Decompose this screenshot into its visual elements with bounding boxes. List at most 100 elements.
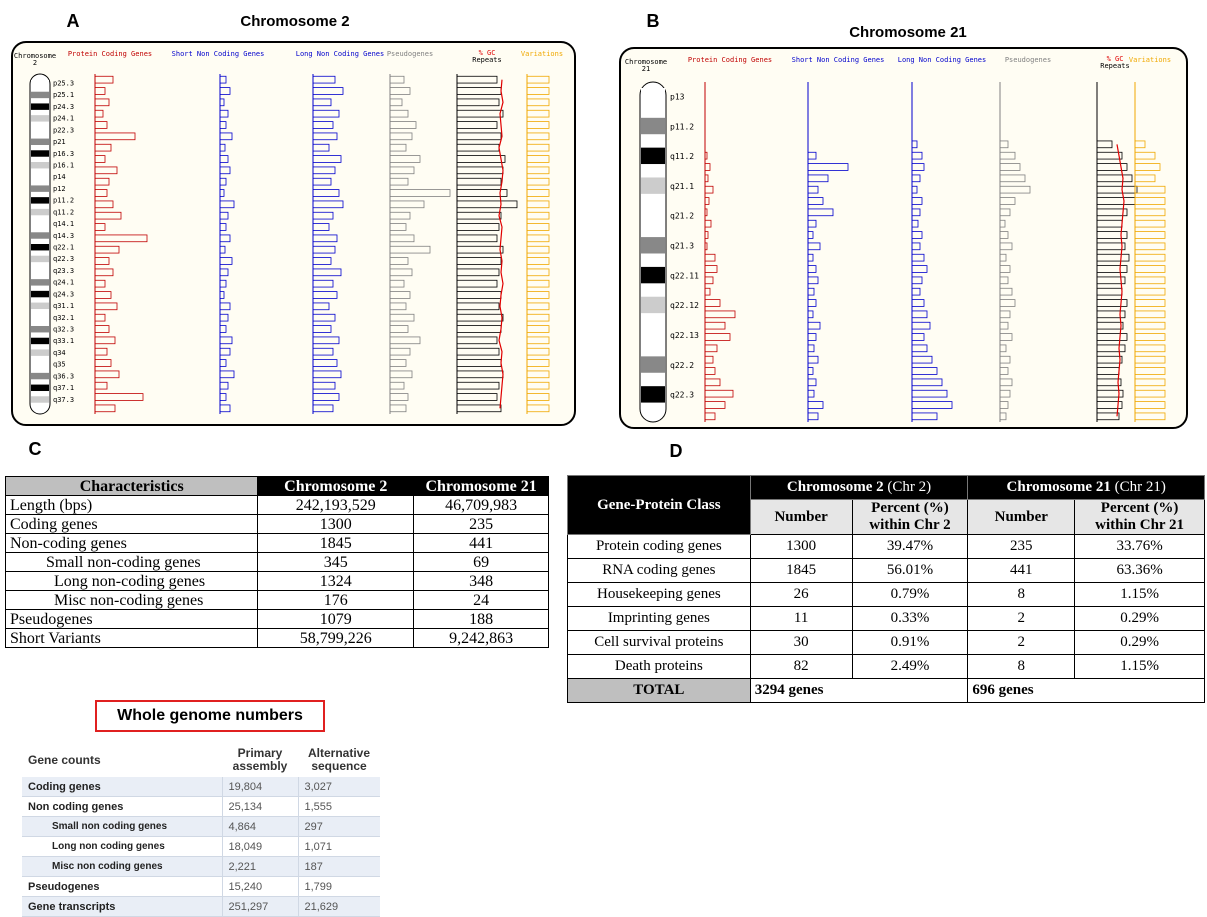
table-cell: 19,804	[222, 777, 298, 797]
ideogram-band	[641, 207, 665, 223]
ideogram-band	[31, 385, 49, 391]
header-row: Gene countsPrimary assemblyAlternative s…	[22, 743, 380, 777]
band-label: p11.2	[53, 197, 74, 205]
table-cell: 441	[968, 559, 1075, 583]
table-cell: Small non-coding genes	[6, 553, 258, 572]
total-row: TOTAL3294 genes696 genes	[568, 679, 1205, 703]
table-cell: 0.29%	[1075, 631, 1205, 655]
ideogram-band	[31, 197, 49, 203]
band-label: q22.1	[53, 244, 74, 252]
ideogram-band	[31, 221, 49, 227]
table-row: Non-coding genes1845441	[6, 534, 549, 553]
band-label: p16.3	[53, 150, 74, 158]
panel-letter: D	[670, 441, 683, 461]
total-cell: 3294 genes	[750, 679, 968, 703]
band-label: q21.2	[670, 212, 694, 221]
table-cell: Cell survival proteins	[568, 631, 751, 655]
table-cell: Pseudogenes	[22, 877, 222, 897]
subheader-cell: Number	[750, 500, 852, 535]
track-header: Repeats	[1100, 62, 1130, 70]
track-header: Short Non Coding Genes	[792, 56, 885, 64]
table-cell: 251,297	[222, 897, 298, 917]
table-cell: Non-coding genes	[6, 534, 258, 553]
table-cell: 1845	[750, 559, 852, 583]
whole-genome-title: Whole genome numbers	[95, 700, 325, 732]
band-label: p25.1	[53, 91, 74, 99]
table-row: Short Variants58,799,2269,242,863	[6, 629, 549, 648]
table-cell: Misc non-coding genes	[6, 591, 258, 610]
header-cell: Gene counts	[22, 743, 222, 777]
table-cell: 1300	[258, 515, 414, 534]
table-row: Misc non-coding genes17624	[6, 591, 549, 610]
ideogram-band	[641, 118, 665, 134]
band-label: q22.3	[670, 391, 694, 400]
group-text: Chromosome 21	[1007, 479, 1111, 495]
gc-label: % GC	[1107, 55, 1124, 63]
table-cell: 30	[750, 631, 852, 655]
table-row: RNA coding genes184556.01%44163.36%	[568, 559, 1205, 583]
ideogram-band	[31, 185, 49, 191]
whole-genome-table: Gene countsPrimary assemblyAlternative s…	[22, 743, 380, 917]
group-header: Chromosome 21 (Chr 21)	[968, 476, 1205, 500]
table-cell: Coding genes	[22, 777, 222, 797]
track-header: Variations	[1129, 56, 1171, 64]
band-label: q21.3	[670, 242, 694, 251]
table-cell: 348	[414, 572, 549, 591]
ideogram-band	[31, 244, 49, 250]
band-label: p22.3	[53, 126, 74, 134]
table-cell: 1300	[750, 535, 852, 559]
table-cell: 345	[258, 553, 414, 572]
band-label: q34	[53, 349, 66, 357]
header-cell: Gene-Protein Class	[568, 476, 751, 535]
panel-title: Chromosome 21	[849, 24, 967, 41]
table-cell: 1,071	[298, 837, 380, 857]
table-cell: 297	[298, 817, 380, 837]
table-cell: 11	[750, 607, 852, 631]
table-row: Misc non coding genes2,221187	[22, 857, 380, 877]
gene-protein-table: Gene-Protein ClassChromosome 2 (Chr 2)Ch…	[567, 475, 1205, 703]
table-cell: 56.01%	[852, 559, 968, 583]
table-row: Protein coding genes130039.47%23533.76%	[568, 535, 1205, 559]
table-row: Pseudogenes1079188	[6, 610, 549, 629]
band-label: q33.1	[53, 337, 74, 345]
band-label: q32.3	[53, 326, 74, 334]
total-cell: 696 genes	[968, 679, 1205, 703]
subheader-cell: Percent (%) within Chr 2	[852, 500, 968, 535]
table-cell: Long non coding genes	[22, 837, 222, 857]
table-cell: 1079	[258, 610, 414, 629]
ideogram-band	[31, 373, 49, 379]
ideogram-band	[31, 338, 49, 344]
table-cell: Short Variants	[6, 629, 258, 648]
band-label: q24.1	[53, 279, 74, 287]
ideogram-band	[31, 303, 49, 309]
band-label: p16.1	[53, 162, 74, 170]
table-cell: 39.47%	[852, 535, 968, 559]
table-row: Housekeeping genes260.79%81.15%	[568, 583, 1205, 607]
ideogram-band	[31, 115, 49, 121]
table-cell: 2.49%	[852, 655, 968, 679]
chromosome-label: 2	[33, 59, 37, 67]
band-label: p25.3	[53, 80, 74, 88]
chromosome-label: 21	[642, 65, 650, 73]
table-cell: 33.76%	[1075, 535, 1205, 559]
subheader-cell: Number	[968, 500, 1075, 535]
table-cell: 0.33%	[852, 607, 968, 631]
ideogram-band	[641, 327, 665, 343]
subheader-cell: Percent (%) within Chr 21	[1075, 500, 1205, 535]
band-label: q22.13	[670, 331, 699, 340]
table-cell: Small non coding genes	[22, 817, 222, 837]
panel-letter: B	[647, 11, 660, 31]
table-cell: 242,193,529	[258, 496, 414, 515]
ideogram-band	[31, 291, 49, 297]
group-text: (Chr 21)	[1115, 479, 1166, 495]
panel-title: Chromosome 2	[240, 13, 349, 30]
table-cell: 82	[750, 655, 852, 679]
table-cell: Pseudogenes	[6, 610, 258, 629]
table-cell: 1,799	[298, 877, 380, 897]
header-row: Gene-Protein ClassChromosome 2 (Chr 2)Ch…	[568, 476, 1205, 500]
track-header: Variations	[521, 50, 563, 58]
table-cell: 187	[298, 857, 380, 877]
ideogram-band	[641, 148, 665, 164]
